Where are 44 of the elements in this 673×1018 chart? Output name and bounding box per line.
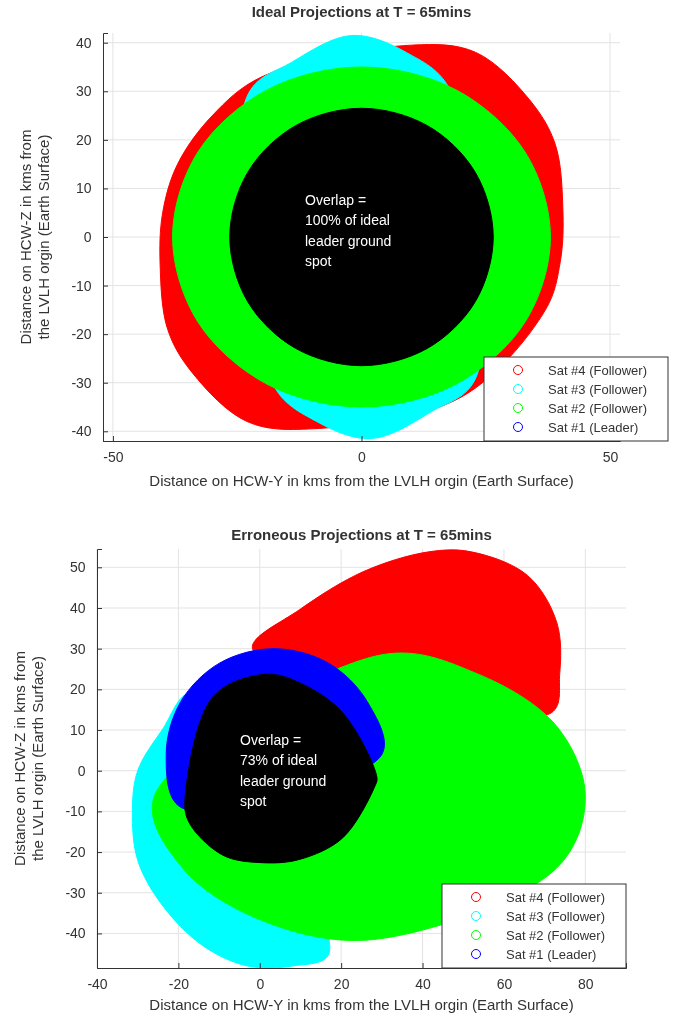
legend-label: Sat #4 (Follower) xyxy=(506,889,605,905)
y-tick-label: 20 xyxy=(76,131,92,148)
y-tick-label: 30 xyxy=(76,83,92,100)
x-tick-label: 20 xyxy=(333,976,350,993)
x-tick-label: -50 xyxy=(103,449,124,466)
legend-label: Sat #3 (Follower) xyxy=(548,381,647,397)
y-tick-label: 50 xyxy=(70,559,86,576)
legend-label: Sat #2 (Follower) xyxy=(548,400,647,416)
y-tick-label: 0 xyxy=(83,228,92,245)
legend-label: Sat #3 (Follower) xyxy=(506,908,605,924)
chart-title: Erroneous Projections at T = 65mins xyxy=(231,526,492,543)
y-tick-label: 10 xyxy=(70,722,86,738)
y-tick-label: 0 xyxy=(77,762,86,779)
x-tick-label: 0 xyxy=(256,976,265,993)
x-tick-label: 40 xyxy=(415,976,432,993)
y-tick-label: 20 xyxy=(70,681,86,698)
legend-label: Sat #4 (Follower) xyxy=(548,362,647,378)
x-tick-label: -20 xyxy=(168,976,190,993)
y-tick-label: -30 xyxy=(71,374,92,391)
legend-label: Sat #1 (Leader) xyxy=(548,419,639,435)
y-tick-label: -20 xyxy=(65,844,86,861)
y-tick-label: 40 xyxy=(70,599,86,616)
y-tick-label: 40 xyxy=(76,34,92,51)
annotation: Overlap = 100% of ideal leader ground spot xyxy=(305,192,392,269)
y-axis-title: Distance on HCW-Z in kms from the LVLH orgin (Earth Surface) xyxy=(11,651,46,866)
legend-label: Sat #1 (Leader) xyxy=(506,946,597,962)
annotation: Overlap = 73% of ideal leader ground spot xyxy=(240,732,327,809)
y-tick-label: -10 xyxy=(71,277,92,294)
y-tick-label: -40 xyxy=(71,423,92,440)
legend-label: Sat #2 (Follower) xyxy=(506,927,605,943)
x-tick-label: 50 xyxy=(602,449,619,466)
y-tick-label: -30 xyxy=(65,884,86,901)
y-tick-label: -20 xyxy=(71,326,92,343)
y-axis-title: Distance on HCW-Z in kms from the LVLH orgin (Earth Surface) xyxy=(17,129,52,345)
x-axis-title: Distance on HCW-Y in kms from the LVLH orgin (Earth Surface) xyxy=(149,472,574,489)
y-tick-label: 30 xyxy=(70,640,86,657)
x-axis-title: Distance on HCW-Y in kms from the LVLH orgin (Earth Surface) xyxy=(149,996,574,1013)
y-tick-label: 10 xyxy=(76,180,92,197)
x-tick-label: 0 xyxy=(358,449,367,466)
x-tick-label: 80 xyxy=(578,976,594,993)
x-tick-label: 60 xyxy=(496,976,513,993)
y-tick-label: -10 xyxy=(65,803,86,820)
chart-title: Ideal Projections at T = 65mins xyxy=(251,3,472,20)
y-tick-label: -40 xyxy=(65,925,86,942)
